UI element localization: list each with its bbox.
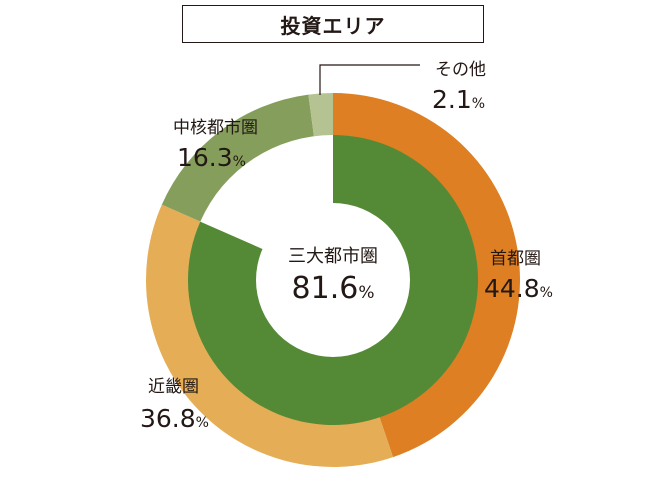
center-hole [256, 203, 410, 357]
label-chukaku-name: 中核都市圏 [173, 118, 258, 138]
center-label-unit: % [358, 283, 374, 303]
label-kinki-value-group: 36.8% [140, 404, 209, 433]
label-chukaku-value: 16.3 [177, 143, 233, 172]
label-kinki-name: 近畿圏 [148, 377, 199, 397]
label-chukaku-value-group: 16.3% [177, 143, 246, 172]
label-other-unit: % [472, 96, 485, 112]
other-leader-line [319, 64, 420, 95]
label-shutoken-value: 44.8 [484, 274, 540, 303]
center-label-name: 三大都市圏 [288, 246, 378, 267]
label-shutoken-unit: % [540, 285, 553, 301]
label-shutoken-name: 首都圏 [490, 249, 541, 269]
center-label-value-group: 81.6% [292, 271, 375, 306]
label-other-name: その他 [435, 60, 486, 80]
label-kinki-value: 36.8 [140, 404, 196, 433]
center-label-value: 81.6 [292, 271, 359, 306]
label-other-value-group: 2.1% [432, 85, 485, 114]
label-chukaku-unit: % [233, 154, 246, 170]
chart-title: 投資エリア [280, 13, 386, 38]
label-kinki-unit: % [196, 415, 209, 431]
chart-title-box: 投資エリア [182, 5, 484, 43]
label-other-value: 2.1 [432, 85, 472, 114]
label-shutoken-value-group: 44.8% [484, 274, 553, 303]
